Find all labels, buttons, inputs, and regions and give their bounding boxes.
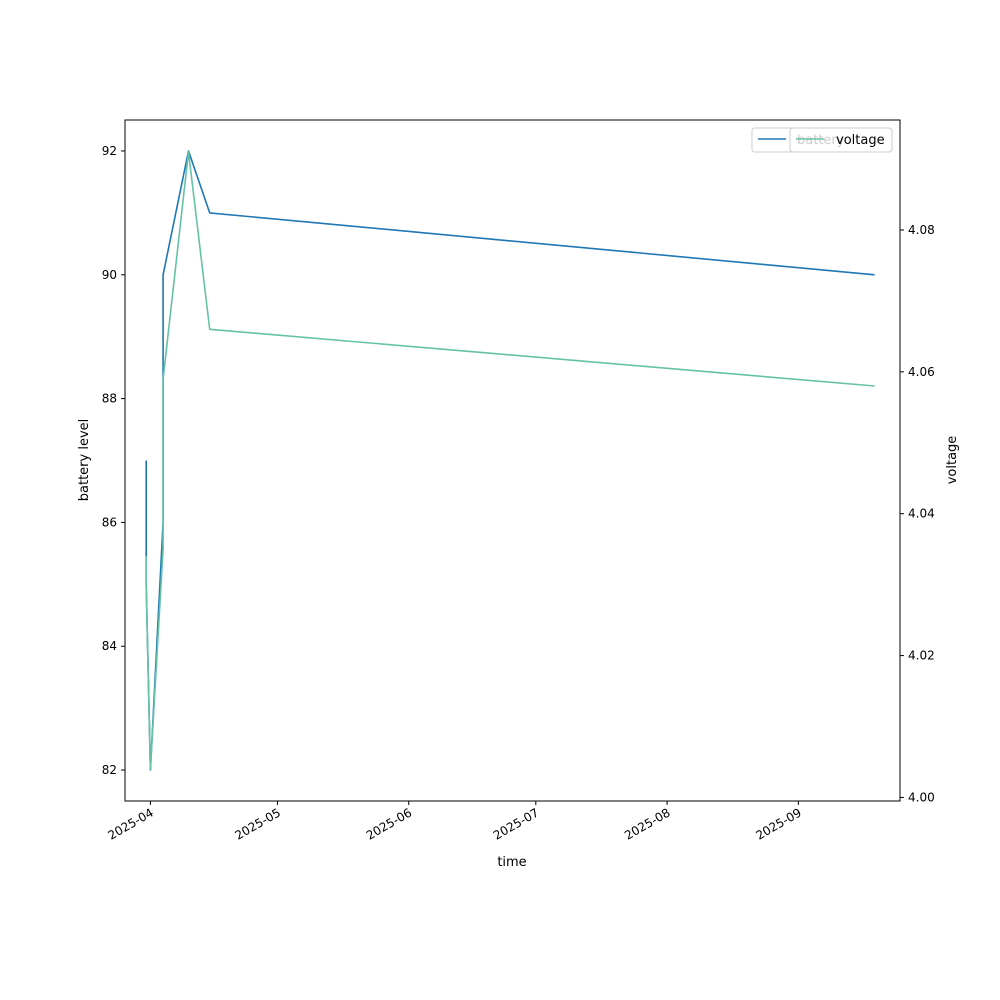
y-axis-right: 4.00 4.02 4.04 4.06 4.08 (900, 223, 935, 804)
y-tick-label: 84 (102, 639, 117, 653)
x-tick-label: 2025-05 (233, 805, 283, 842)
series-line-battery (145, 150, 875, 771)
legend-voltage: voltage (789, 127, 893, 153)
y-tick-label: 90 (102, 268, 117, 282)
y-tick-label: 86 (102, 515, 117, 529)
y2-tick-label: 4.02 (908, 649, 935, 663)
y-axis-left: 82 84 86 88 90 92 (102, 144, 125, 777)
y-axis-label: battery level (77, 419, 92, 502)
x-axis: 2025-04 2025-05 2025-06 2025-07 2025-08 2025-… (105, 801, 804, 843)
y-tick-label: 82 (102, 763, 117, 777)
y2-tick-label: 4.06 (908, 365, 935, 379)
series-layer (145, 150, 875, 771)
y2-axis-label: voltage (945, 436, 960, 485)
legend-label-voltage: voltage (836, 133, 885, 148)
y-tick-label: 92 (102, 144, 117, 158)
y2-tick-label: 4.04 (908, 507, 935, 521)
y2-tick-label: 4.00 (908, 790, 935, 804)
x-tick-label: 2025-08 (622, 805, 672, 842)
x-tick-label: 2025-04 (105, 805, 155, 842)
x-tick-label: 2025-06 (364, 805, 414, 842)
x-tick-label: 2025-07 (491, 805, 541, 842)
x-axis-label: time (497, 855, 526, 870)
y2-tick-label: 4.08 (908, 223, 935, 237)
plot-frame (124, 119, 901, 802)
y-tick-label: 88 (102, 392, 117, 406)
x-tick-label: 2025-09 (753, 805, 803, 842)
series-line-voltage (145, 151, 875, 770)
